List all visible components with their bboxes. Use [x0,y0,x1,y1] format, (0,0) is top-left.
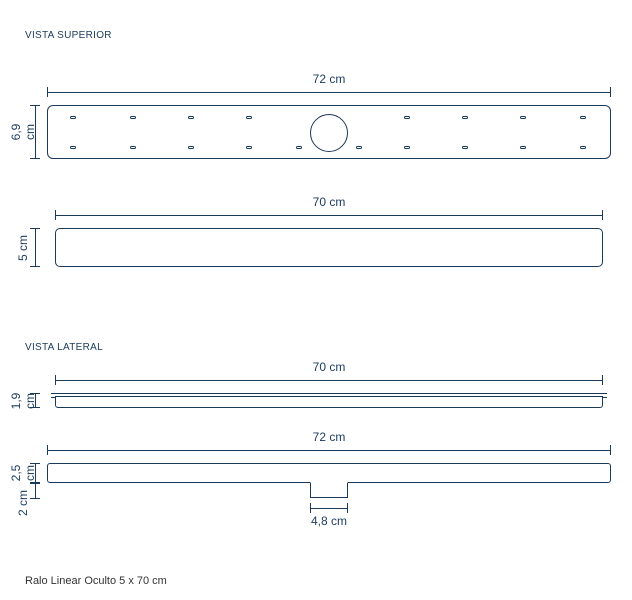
dim-label-side-cover-width: 70 cm [313,360,346,374]
dim-label-side-base-width: 72 cm [313,430,346,444]
dim-line-top-outer-width [47,92,611,93]
screw-hole [462,116,468,119]
side-cover-body [55,396,603,408]
screw-hole [296,146,302,149]
dim-line-side-base-width [47,450,611,451]
screw-hole [462,146,468,149]
product-title: Ralo Linear Oculto 5 x 70 cm [25,575,167,587]
screw-hole [580,146,586,149]
dim-label-side-outlet-width: 4,8 cm [311,514,347,528]
dim-label-side-outlet-height: 2 cm [16,488,30,518]
screw-hole [188,116,194,119]
screw-hole [188,146,194,149]
screw-hole [130,116,136,119]
side-base-body [47,463,611,483]
dim-line-top-inner-width [55,215,603,216]
screw-hole [246,116,252,119]
screw-hole [356,146,362,149]
section-title-top: VISTA SUPERIOR [25,30,112,41]
screw-hole [580,116,586,119]
screw-hole [130,146,136,149]
screw-hole [70,146,76,149]
screw-hole [70,116,76,119]
dim-label-top-outer-width: 72 cm [313,72,346,86]
dim-label-top-inner-height: 5 cm [16,233,30,263]
dim-line-side-outlet-width [310,508,348,509]
screw-hole [404,146,410,149]
section-title-side: VISTA LATERAL [25,342,103,353]
dim-line-side-cover-width [55,380,603,381]
screw-hole [520,146,526,149]
top-outer-frame [47,105,611,159]
dim-line-side-outlet-height [35,483,36,499]
dim-label-side-cover-height: 1,9 cm [9,384,37,418]
screw-hole [520,116,526,119]
top-inner-cover [55,228,603,267]
side-base-outlet [310,482,348,498]
screw-hole [246,146,252,149]
drain-circle [310,114,348,152]
screw-hole [404,116,410,119]
technical-drawing: VISTA SUPERIOR VISTA LATERAL Ralo Linear… [0,0,632,600]
dim-label-side-base-height: 2,5 cm [9,456,37,490]
dim-line-top-inner-height [35,228,36,267]
dim-label-top-inner-width: 70 cm [313,195,346,209]
dim-label-top-outer-height: 6,9 cm [9,117,37,147]
